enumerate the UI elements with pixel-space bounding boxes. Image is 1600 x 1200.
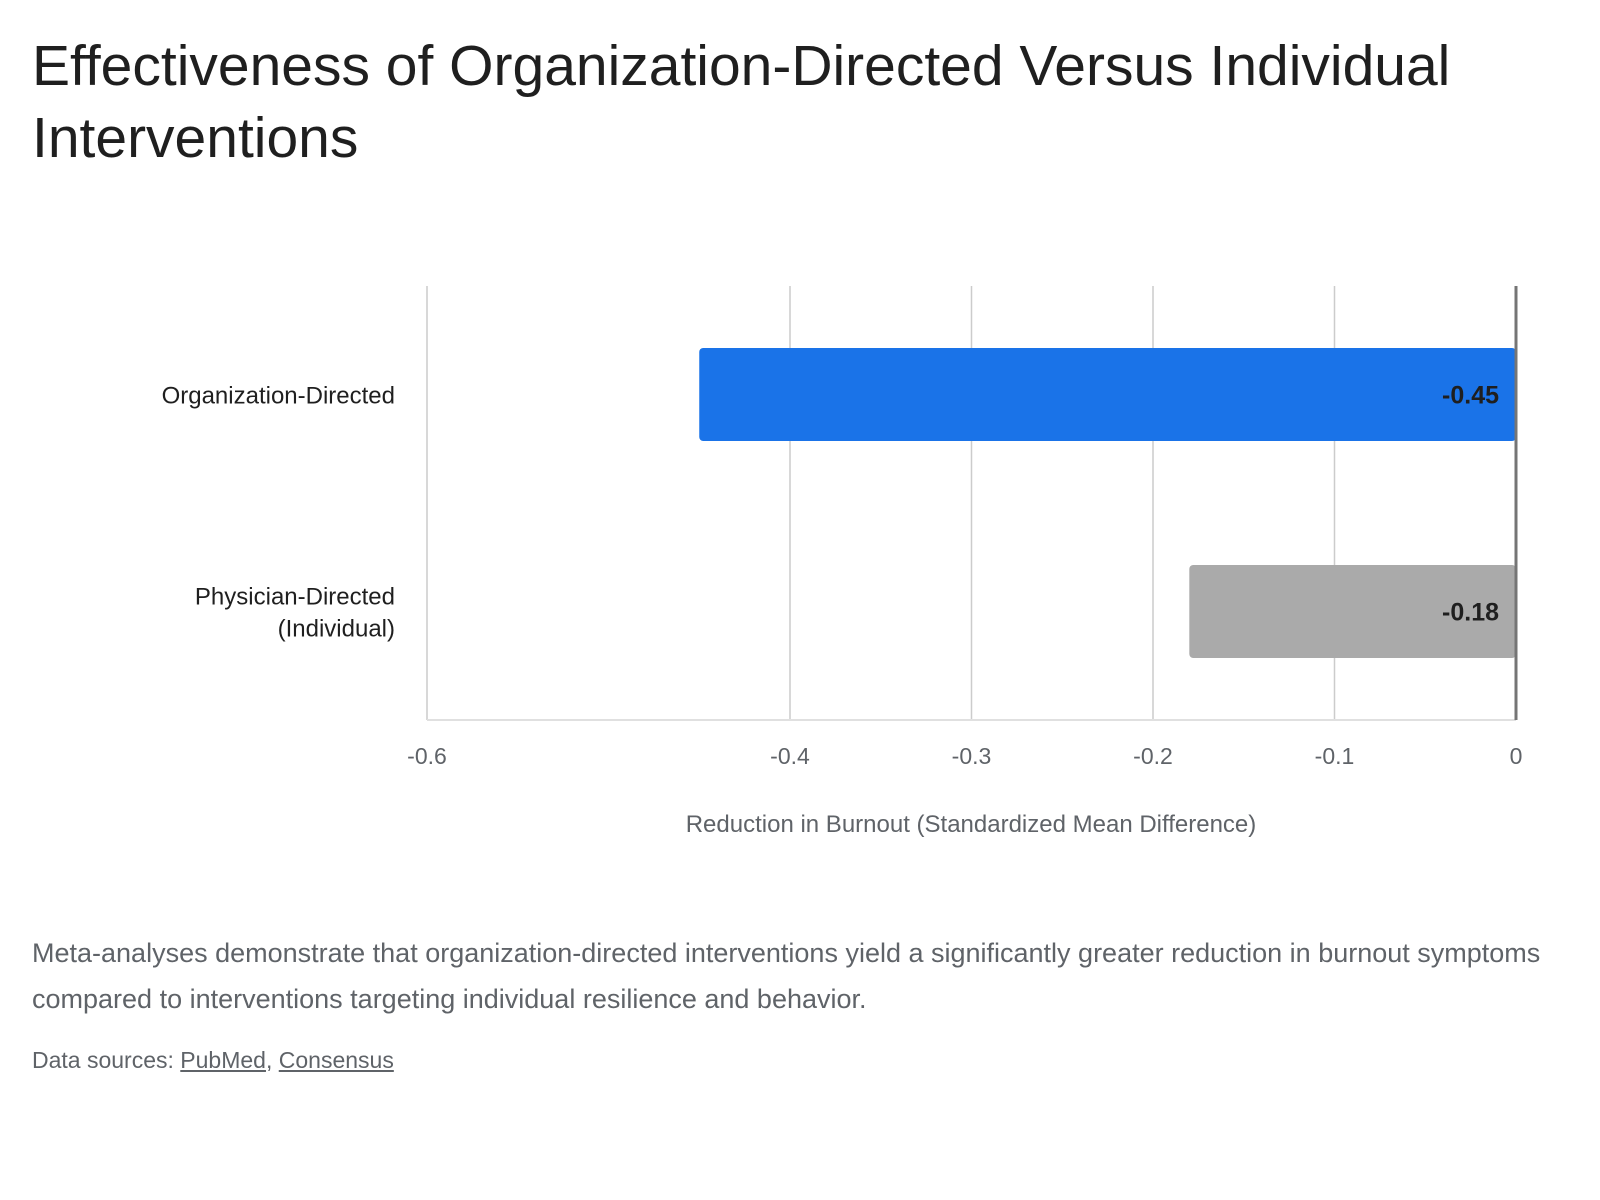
x-tick-label: -0.4 [770, 743, 810, 769]
bar-chart: -0.45 -0.18 Organization-Directed Physicia… [162, 286, 1522, 838]
x-tick-label: -0.3 [952, 743, 992, 769]
x-tick-label: 0 [1510, 743, 1523, 769]
x-tick-label: -0.1 [1315, 743, 1355, 769]
bar-value-label: -0.18 [1442, 599, 1499, 627]
chart-title: Effectiveness of Organization-Directed V… [32, 34, 1451, 170]
x-axis-label: Reduction in Burnout (Standardized Mean … [686, 811, 1257, 838]
data-sources-prefix: Data sources: [32, 1047, 181, 1073]
source-link-pubmed[interactable]: PubMed [180, 1047, 266, 1073]
category-label: Organization-Directed [162, 383, 395, 410]
category-labels: Organization-Directed Physician-Directed(… [162, 383, 395, 643]
source-link-consensus[interactable]: Consensus [278, 1047, 394, 1073]
bars: -0.45 -0.18 [699, 286, 1518, 720]
category-label: Physician-Directed (Individual) [195, 584, 395, 643]
bar-organization-directed [699, 348, 1516, 441]
data-sources: Data sources: PubMed, Consensus [32, 1042, 394, 1078]
x-tick-label: -0.6 [407, 743, 447, 769]
data-sources-separator: , [265, 1047, 279, 1073]
x-tick-label: -0.2 [1133, 743, 1173, 769]
chart-caption: Meta-analyses demonstrate that organizat… [32, 938, 1541, 1014]
bar-physician-directed [1189, 565, 1516, 658]
x-tick-labels: -0.6 -0.4 -0.3 -0.2 -0.1 0 [407, 743, 1522, 769]
bar-value-label: -0.45 [1442, 382, 1499, 410]
